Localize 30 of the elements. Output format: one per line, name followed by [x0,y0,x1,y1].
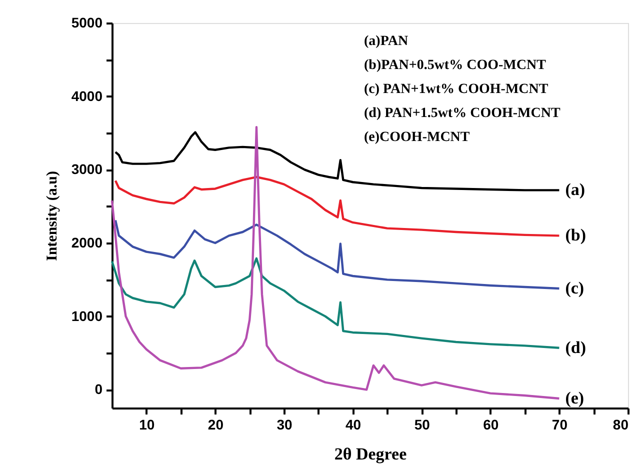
x-axis-title: 2θ Degree [334,444,408,464]
series-label: (e) [565,388,584,408]
x-tick-label: 20 [208,416,224,432]
y-tick-label: 3000 [71,161,103,178]
y-axis-title: Intensity (a.u) [44,170,60,262]
x-tick-label: 50 [414,416,430,432]
series-label: (b) [565,226,586,245]
y-tick-label: 4000 [71,88,103,104]
annotation: (d) PAN+1.5wt% COOH-MCNT [364,106,561,121]
x-tick-label: 40 [346,416,362,432]
line-series [114,176,560,237]
series-label: (c) [565,278,584,298]
x-tick-label: 70 [552,416,568,432]
line-series [110,257,560,349]
annotation: (b)PAN+0.5wt% COO-MCNT [364,58,547,73]
series-label: (d) [565,338,586,357]
y-tick-label: 5000 [71,14,103,30]
y-tick-label: 2000 [71,234,103,250]
annotation: (a)PAN [364,34,408,49]
x-tick-label: 30 [276,416,292,432]
annotation: (e)COOH-MCNT [364,130,470,145]
line-series [114,219,560,290]
x-tick-label: 60 [483,416,499,432]
x-tick-label: 10 [139,416,155,432]
y-tick-label: 0 [94,381,103,398]
annotation: (c) PAN+1wt% COOH-MCNT [364,82,549,97]
x-tick-label: 80 [612,416,629,432]
series-label: (a) [565,180,586,200]
line-series [110,126,560,400]
y-tick-label: 1000 [71,308,103,324]
